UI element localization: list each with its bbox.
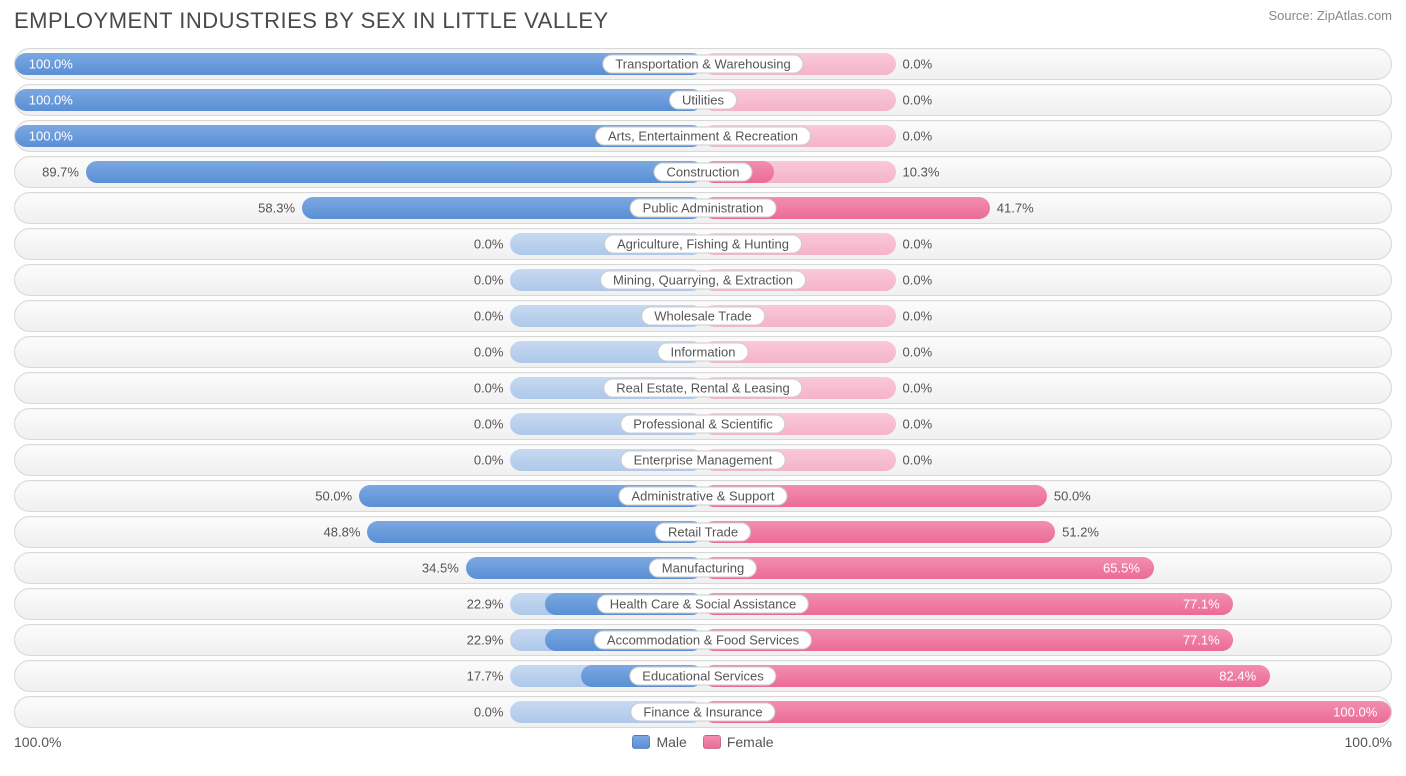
category-label: Utilities: [669, 91, 737, 110]
category-label: Professional & Scientific: [620, 415, 785, 434]
male-pct-label: 100.0%: [29, 57, 73, 72]
female-swatch-icon: [703, 735, 721, 749]
category-label: Health Care & Social Assistance: [597, 595, 809, 614]
female-pct-label: 82.4%: [1219, 669, 1256, 684]
male-pct-label: 0.0%: [474, 417, 504, 432]
male-bar: [86, 161, 703, 183]
female-bar: [703, 557, 1154, 579]
male-pct-label: 50.0%: [315, 489, 352, 504]
male-pct-label: 0.0%: [474, 381, 504, 396]
male-pct-label: 100.0%: [29, 93, 73, 108]
category-label: Information: [657, 343, 748, 362]
male-bar: [367, 521, 703, 543]
female-pct-label: 51.2%: [1062, 525, 1099, 540]
female-pct-label: 41.7%: [997, 201, 1034, 216]
chart-row: Educational Services 17.7% 82.4%: [14, 660, 1392, 692]
female-pct-label: 77.1%: [1183, 633, 1220, 648]
category-label: Mining, Quarrying, & Extraction: [600, 271, 806, 290]
category-label: Finance & Insurance: [630, 703, 775, 722]
chart-row: Enterprise Management 0.0% 0.0%: [14, 444, 1392, 476]
category-label: Administrative & Support: [618, 487, 787, 506]
chart-row: Information 0.0% 0.0%: [14, 336, 1392, 368]
chart-row: Utilities 100.0% 0.0%: [14, 84, 1392, 116]
chart-row: Wholesale Trade 0.0% 0.0%: [14, 300, 1392, 332]
female-bar: [703, 665, 1270, 687]
female-pct-label: 50.0%: [1054, 489, 1091, 504]
female-pct-label: 0.0%: [903, 57, 933, 72]
female-pct-label: 0.0%: [903, 453, 933, 468]
chart-row: Transportation & Warehousing 100.0% 0.0%: [14, 48, 1392, 80]
male-bar: [15, 89, 703, 111]
category-label: Wholesale Trade: [641, 307, 765, 326]
female-pct-label: 0.0%: [903, 417, 933, 432]
male-pct-label: 0.0%: [474, 453, 504, 468]
female-bar: [703, 521, 1055, 543]
chart-row: Manufacturing 34.5% 65.5%: [14, 552, 1392, 584]
legend-item-male: Male: [632, 734, 686, 750]
female-pct-label: 0.0%: [903, 273, 933, 288]
chart-row: Agriculture, Fishing & Hunting 0.0% 0.0%: [14, 228, 1392, 260]
chart-row: Accommodation & Food Services 22.9% 77.1%: [14, 624, 1392, 656]
chart-row: Public Administration 58.3% 41.7%: [14, 192, 1392, 224]
axis-right-label: 100.0%: [1345, 734, 1392, 750]
chart-row: Real Estate, Rental & Leasing 0.0% 0.0%: [14, 372, 1392, 404]
category-label: Retail Trade: [655, 523, 751, 542]
chart-row: Health Care & Social Assistance 22.9% 77.1…: [14, 588, 1392, 620]
chart-row: Finance & Insurance 0.0% 100.0%: [14, 696, 1392, 728]
category-label: Public Administration: [630, 199, 777, 218]
chart-row: Professional & Scientific 0.0% 0.0%: [14, 408, 1392, 440]
male-pct-label: 0.0%: [474, 273, 504, 288]
legend-item-female: Female: [703, 734, 774, 750]
male-pct-label: 22.9%: [467, 633, 504, 648]
male-pct-label: 0.0%: [474, 237, 504, 252]
diverging-bar-chart: Transportation & Warehousing100.0%0.0%Ut…: [14, 48, 1392, 728]
male-swatch-icon: [632, 735, 650, 749]
male-pct-label: 0.0%: [474, 705, 504, 720]
female-bar: [703, 701, 1391, 723]
male-pct-label: 17.7%: [467, 669, 504, 684]
category-label: Enterprise Management: [621, 451, 786, 470]
source-attribution: Source: ZipAtlas.com: [1268, 8, 1392, 23]
male-pct-label: 34.5%: [422, 561, 459, 576]
axis-left-label: 100.0%: [14, 734, 61, 750]
category-label: Real Estate, Rental & Leasing: [603, 379, 802, 398]
category-label: Manufacturing: [649, 559, 757, 578]
male-pct-label: 58.3%: [258, 201, 295, 216]
male-pct-label: 100.0%: [29, 129, 73, 144]
legend: Male Female: [632, 734, 773, 750]
legend-female-label: Female: [727, 734, 774, 750]
category-label: Educational Services: [629, 667, 776, 686]
female-pct-label: 10.3%: [903, 165, 940, 180]
category-label: Construction: [654, 163, 753, 182]
male-pct-label: 0.0%: [474, 345, 504, 360]
chart-row: Retail Trade 48.8% 51.2%: [14, 516, 1392, 548]
category-label: Transportation & Warehousing: [602, 55, 803, 74]
category-label: Arts, Entertainment & Recreation: [595, 127, 811, 146]
male-pct-label: 22.9%: [467, 597, 504, 612]
female-pct-label: 0.0%: [903, 129, 933, 144]
male-pct-label: 89.7%: [42, 165, 79, 180]
male-bar: [15, 53, 703, 75]
female-pct-label: 65.5%: [1103, 561, 1140, 576]
chart-row: Arts, Entertainment & Recreation 100.0% 0.…: [14, 120, 1392, 152]
category-label: Agriculture, Fishing & Hunting: [604, 235, 802, 254]
male-pct-label: 48.8%: [324, 525, 361, 540]
chart-row: Construction 89.7% 10.3%: [14, 156, 1392, 188]
legend-male-label: Male: [656, 734, 686, 750]
female-pct-label: 0.0%: [903, 237, 933, 252]
female-pct-label: 0.0%: [903, 345, 933, 360]
female-pct-label: 100.0%: [1333, 705, 1377, 720]
female-pct-label: 77.1%: [1183, 597, 1220, 612]
chart-row: Mining, Quarrying, & Extraction 0.0% 0.0%: [14, 264, 1392, 296]
chart-title: EMPLOYMENT INDUSTRIES BY SEX IN LITTLE V…: [14, 8, 609, 34]
female-pct-label: 0.0%: [903, 381, 933, 396]
female-pct-label: 0.0%: [903, 93, 933, 108]
chart-row: Administrative & Support 50.0% 50.0%: [14, 480, 1392, 512]
category-label: Accommodation & Food Services: [594, 631, 812, 650]
male-pct-label: 0.0%: [474, 309, 504, 324]
female-pct-label: 0.0%: [903, 309, 933, 324]
